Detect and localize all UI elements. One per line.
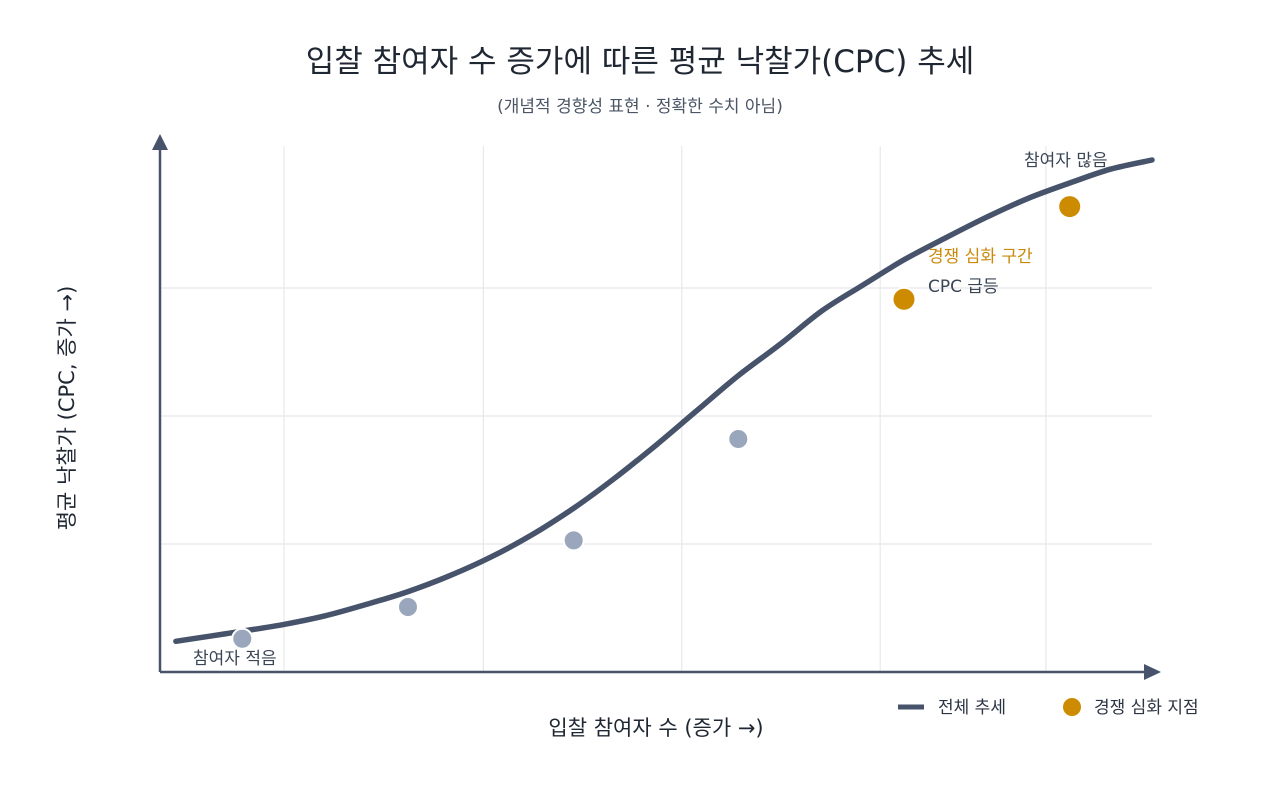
y-axis-arrow-icon [152, 134, 168, 150]
annotation-low: 참여자 적음 [193, 649, 277, 669]
axes [152, 134, 1161, 680]
chart-title: 입찰 참여자 수 증가에 따른 평균 낙찰가(CPC) 추세 [306, 44, 975, 80]
grid [160, 146, 1152, 672]
data-point-competition [891, 286, 917, 312]
data-point [562, 529, 585, 552]
annotation-zone-desc: CPC 급등 [928, 277, 999, 297]
y-axis-label: 평균 낙찰가 (CPC, 증가 →) [55, 286, 79, 531]
legend-dot-swatch [1063, 698, 1081, 716]
legend: 전체 추세 경쟁 심화 지점 [898, 698, 1199, 718]
data-point [397, 596, 419, 618]
data-point [231, 627, 254, 650]
chart-subtitle: (개념적 경향성 표현 · 정확한 수치 아님) [497, 97, 783, 117]
annotation-high: 참여자 많음 [1024, 151, 1108, 171]
legend-label-competition: 경쟁 심화 지점 [1094, 698, 1199, 718]
x-axis-arrow-icon [1144, 664, 1161, 680]
x-axis-label: 입찰 참여자 수 (증가 →) [548, 716, 763, 740]
annotation-zone-title: 경쟁 심화 구간 [928, 247, 1033, 267]
data-points [231, 194, 1083, 650]
data-point [727, 428, 750, 450]
data-point-competition [1057, 194, 1083, 220]
trend-line [173, 157, 1155, 645]
legend-label-trend: 전체 추세 [938, 698, 1006, 718]
